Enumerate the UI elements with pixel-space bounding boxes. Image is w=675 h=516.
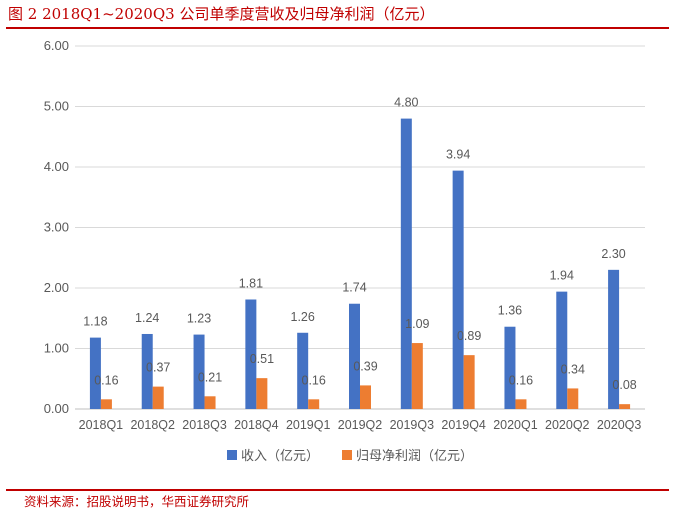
source-divider (6, 489, 669, 491)
revenue-bar (349, 303, 360, 409)
x-tick-label: 2018Q2 (130, 418, 175, 432)
y-tick-label: 5.00 (44, 99, 69, 114)
profit-data-label: 0.21 (198, 370, 222, 384)
x-tick-label: 2019Q1 (286, 418, 331, 432)
x-tick-label: 2018Q3 (182, 418, 227, 432)
figure-title: 图 2 2018Q1~2020Q3 公司单季度营收及归母净利润（亿元） (8, 5, 435, 23)
profit-bar (411, 343, 423, 409)
revenue-data-label: 1.26 (291, 310, 315, 324)
revenue-data-label: 1.94 (550, 269, 574, 283)
legend-revenue-label: 收入（亿元） (241, 449, 319, 464)
revenue-bar (193, 334, 205, 409)
profit-data-label: 0.16 (302, 373, 326, 387)
profit-data-label: 0.16 (94, 373, 118, 387)
bar-chart: 0.00 1.00 2.00 3.00 4.00 5.00 6.00 1.18 0.16 1.2… (44, 38, 645, 464)
revenue-bar (556, 291, 568, 409)
x-tick-label: 2020Q2 (545, 418, 590, 432)
x-tick-label: 2019Q2 (338, 418, 383, 432)
y-tick-label: 6.00 (44, 38, 69, 53)
revenue-data-label: 1.23 (187, 312, 211, 326)
profit-data-label: 0.51 (250, 352, 274, 366)
profit-bar (204, 396, 216, 409)
revenue-bar (400, 118, 412, 409)
revenue-bar (141, 333, 153, 409)
profit-bar (567, 388, 579, 409)
legend-profit-label: 归母净利润（亿元） (356, 449, 473, 464)
profit-data-label: 0.37 (146, 361, 170, 375)
profit-bar (619, 404, 631, 409)
y-tick-label: 0.00 (44, 401, 69, 416)
revenue-bar (89, 337, 101, 409)
title-divider (6, 27, 669, 29)
source-note: 资料来源：招股说明书，华西证券研究所 (24, 494, 250, 509)
profit-bar (256, 378, 268, 409)
x-tick-label: 2020Q1 (493, 418, 538, 432)
profit-data-label: 0.39 (353, 359, 377, 373)
profit-data-label: 0.34 (561, 362, 585, 376)
x-tick-label: 2019Q4 (441, 418, 486, 432)
x-tick-label: 2019Q3 (390, 418, 435, 432)
profit-data-label: 0.16 (509, 373, 533, 387)
profit-bar (308, 399, 320, 409)
x-tick-label: 2018Q1 (79, 418, 124, 432)
revenue-bar (245, 299, 257, 409)
profit-bar (152, 386, 164, 409)
revenue-bar (608, 269, 620, 409)
revenue-bar (452, 170, 464, 409)
revenue-data-label: 1.81 (239, 276, 263, 290)
legend-revenue-swatch (227, 450, 237, 460)
x-tick-label: 2020Q3 (597, 418, 642, 432)
legend-profit-swatch (342, 450, 352, 460)
revenue-bar (504, 326, 516, 409)
profit-bar (100, 399, 112, 409)
revenue-data-label: 1.36 (498, 304, 522, 318)
revenue-data-label: 1.74 (342, 281, 366, 295)
revenue-data-label: 4.80 (394, 96, 418, 110)
profit-data-label: 0.08 (612, 378, 636, 392)
y-tick-label: 1.00 (44, 341, 69, 356)
y-tick-label: 2.00 (44, 280, 69, 295)
profit-bar (360, 385, 371, 409)
y-tick-label: 4.00 (44, 159, 69, 174)
revenue-data-label: 2.30 (601, 247, 625, 261)
revenue-data-label: 1.18 (83, 315, 107, 329)
profit-bar (463, 355, 475, 409)
y-tick-label: 3.00 (44, 220, 69, 235)
revenue-data-label: 3.94 (446, 148, 470, 162)
profit-data-label: 1.09 (405, 317, 429, 331)
profit-bar (515, 399, 527, 409)
profit-data-label: 0.89 (457, 329, 481, 343)
revenue-data-label: 1.24 (135, 311, 159, 325)
revenue-bar (297, 332, 309, 409)
x-tick-label: 2018Q4 (234, 418, 279, 432)
